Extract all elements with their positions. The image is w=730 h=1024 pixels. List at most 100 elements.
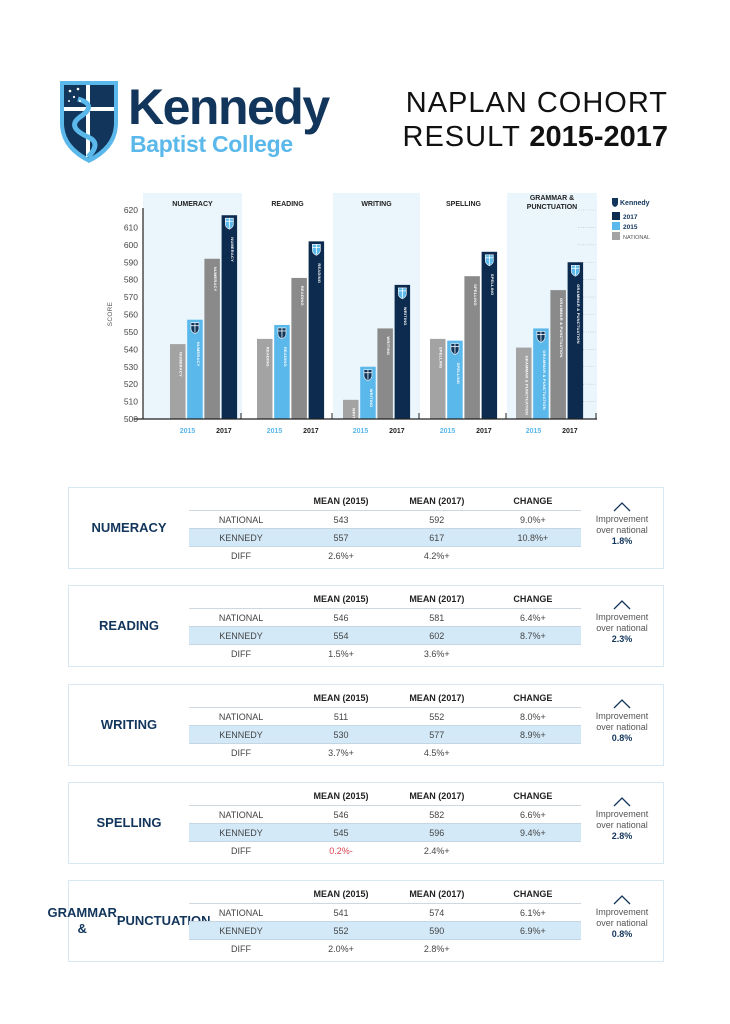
header-blank <box>189 589 294 609</box>
legend-swatch <box>612 222 620 230</box>
cell-label: NATIONAL <box>218 514 264 525</box>
improvement-label: over national <box>596 722 648 732</box>
column-header: CHANGE <box>484 688 581 708</box>
header-blank <box>189 491 294 511</box>
cell-label: DIFF <box>231 747 252 758</box>
title-prefix: RESULT <box>402 121 530 153</box>
cell-change: 10.8%+ <box>484 528 581 547</box>
table-row-national: NATIONAL 546 581 6.4%+ <box>189 609 581 627</box>
legend-label: 2017 <box>623 214 638 221</box>
table-row-kennedy: KENNEDY 530 577 8.9%+ <box>189 725 581 744</box>
subject-title: NUMERACY <box>69 488 189 568</box>
cell-change: 8.0%+ <box>519 711 546 722</box>
results-table: MEAN (2015) MEAN (2017) CHANGE NATIONAL 546 5… <box>189 589 581 662</box>
title-years: 2015-2017 <box>529 121 668 153</box>
cell-change <box>485 842 581 860</box>
improvement-label: over national <box>596 918 648 928</box>
cell-mean2017: 582 <box>429 809 445 820</box>
column-header: MEAN (2015) <box>293 786 389 806</box>
cell-mean2017: 617 <box>388 528 485 547</box>
cell-mean2015: 545 <box>293 823 389 842</box>
cell-change <box>485 547 581 565</box>
subject-panel: SPELLING MEAN (2015) MEAN (2017) CHANGE NATI… <box>68 782 664 864</box>
bar-inner-label: NUMERACY <box>213 267 218 292</box>
table-header-row: MEAN (2015) MEAN (2017) CHANGE <box>189 491 581 511</box>
subject-title: GRAMMAR & PUNCTUATION <box>48 881 211 961</box>
column-header: MEAN (2017) <box>388 884 485 904</box>
column-header: MEAN (2017) <box>388 688 485 708</box>
cell-label: DIFF <box>231 550 252 561</box>
results-table: MEAN (2015) MEAN (2017) CHANGE NATIONAL 543 5… <box>189 491 581 564</box>
year-label-2017: 2017 <box>389 428 405 435</box>
cell-label: KENNEDY <box>189 823 294 842</box>
bar-inner-label: GRAMMAR & PUNCTUATION <box>559 298 564 357</box>
improvement-value: 0.8% <box>611 733 633 743</box>
table-header-row: MEAN (2015) MEAN (2017) CHANGE <box>189 688 581 708</box>
logo-subtitle: Baptist College <box>130 131 293 157</box>
cell-change <box>485 744 581 762</box>
bar-national-2015 <box>516 347 532 419</box>
chevron-up-icon <box>613 502 631 512</box>
y-tick-label: 590 <box>124 257 138 267</box>
year-label-2015: 2015 <box>267 428 283 435</box>
category-label: SPELLING <box>446 201 482 208</box>
improvement-label: Improvement <box>595 612 649 622</box>
table-row-diff: DIFF 2.0%+ 2.8%+ <box>189 940 581 958</box>
chevron-up-icon <box>613 895 631 905</box>
legend-logo-text: Kennedy <box>620 200 650 207</box>
subject-title-line: GRAMMAR & <box>47 905 117 936</box>
cell-mean2015: 511 <box>333 711 349 722</box>
bar-national-2017 <box>550 290 566 419</box>
y-tick-label: 600 <box>124 240 138 250</box>
cell-mean2015: 1.5%+ <box>328 648 354 659</box>
improvement-label: Improvement <box>595 809 649 819</box>
legend-swatch <box>612 232 620 240</box>
y-tick-label: 570 <box>124 292 138 302</box>
cell-mean2017: 2.4%+ <box>423 845 450 856</box>
bar-inner-label: NUMERACY <box>230 237 235 262</box>
improvement-label: Improvement <box>595 711 649 721</box>
cell-label: DIFF <box>231 648 252 659</box>
college-logo: Kennedy Baptist College <box>58 77 338 167</box>
subject-title-line: READING <box>99 618 159 633</box>
table-header-row: MEAN (2015) MEAN (2017) CHANGE <box>189 786 581 806</box>
bar-national-2015 <box>430 338 446 419</box>
table-row-national: NATIONAL 546 582 6.6%+ <box>189 806 581 824</box>
legend-crest-icon <box>612 198 618 207</box>
table-header-row: MEAN (2015) MEAN (2017) CHANGE <box>189 884 581 904</box>
y-tick-label: 560 <box>124 310 138 320</box>
year-label-2017: 2017 <box>476 428 492 435</box>
bar-kennedy-2017 <box>394 284 411 419</box>
cell-mean2017: 574 <box>429 907 445 918</box>
improvement-label: over national <box>596 623 648 633</box>
cell-mean2017: 552 <box>429 711 445 722</box>
improvement-value: 1.8% <box>611 536 633 546</box>
cell-label: KENNEDY <box>189 921 294 940</box>
header-blank <box>189 688 294 708</box>
subject-panel: READING MEAN (2015) MEAN (2017) CHANGE NATIO… <box>68 585 664 667</box>
improvement-value: 2.3% <box>611 634 633 644</box>
cell-mean2015: 541 <box>333 907 349 918</box>
shield-crest-icon <box>60 81 118 163</box>
cell-change: 9.0%+ <box>519 514 546 525</box>
category-label: GRAMMAR & <box>530 195 574 202</box>
subject-title-line: NUMERACY <box>91 520 167 535</box>
cell-change: 9.4%+ <box>484 823 581 842</box>
naplan-bar-chart: NUMERACY READING WRITING SPELLING GRAMMAR & P… <box>107 193 650 435</box>
title-line-2: RESULT 2015-2017 <box>403 120 668 154</box>
cell-label: NATIONAL <box>218 711 264 722</box>
bar-kennedy-2017 <box>308 241 325 419</box>
year-label-2015: 2015 <box>180 428 196 435</box>
subject-title-line: SPELLING <box>96 815 162 830</box>
bar-national-2015 <box>170 344 186 419</box>
bar-national-2015 <box>343 399 359 419</box>
table-row-kennedy: KENNEDY 545 596 9.4%+ <box>189 823 581 842</box>
bar-kennedy-2015 <box>533 328 549 419</box>
bar-national-2017 <box>204 258 220 419</box>
chevron-up-icon <box>613 797 631 807</box>
cell-label: NATIONAL <box>218 907 264 918</box>
bar-kennedy-2015 <box>187 319 203 419</box>
improvement-label: over national <box>596 525 648 535</box>
improvement-box: Improvement over national 2.3% <box>581 586 663 666</box>
cell-mean2015: 3.7%+ <box>328 747 354 758</box>
